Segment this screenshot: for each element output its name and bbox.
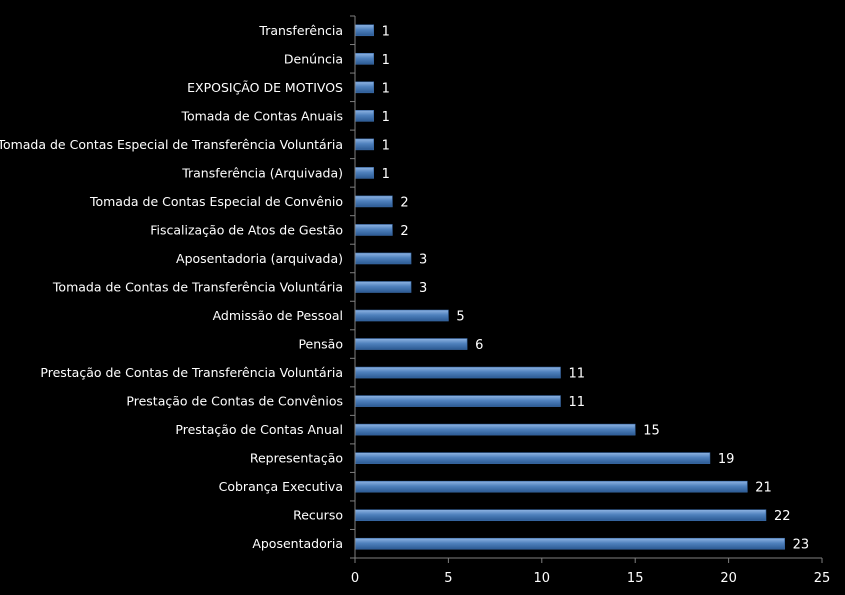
x-tick-label: 25 <box>814 571 831 586</box>
bars-layer <box>354 24 785 550</box>
x-tick-label: 15 <box>627 571 644 586</box>
bar <box>354 138 374 151</box>
bar <box>354 480 748 493</box>
value-label: 11 <box>568 367 585 382</box>
bar <box>354 110 374 122</box>
value-label: 22 <box>774 509 791 524</box>
value-label: 1 <box>382 138 390 153</box>
x-tick-label: 10 <box>534 571 551 586</box>
value-label: 2 <box>400 224 408 239</box>
category-label: Transferência (Arquivada) <box>181 165 343 180</box>
category-label: Pensão <box>298 337 343 352</box>
value-label: 1 <box>382 81 390 96</box>
bar <box>354 423 636 436</box>
category-label: Transferência <box>258 23 343 38</box>
bar <box>354 81 374 94</box>
value-label: 11 <box>568 395 585 410</box>
bar <box>354 366 561 379</box>
value-label: 1 <box>382 53 390 68</box>
x-tick-label: 5 <box>444 571 452 586</box>
category-label: Representação <box>250 451 343 466</box>
category-label: Fiscalização de Atos de Gestão <box>150 222 343 237</box>
x-axis: 0 5 10 15 20 25 <box>350 15 831 586</box>
x-tick-label: 0 <box>351 571 359 586</box>
category-label: Prestação de Contas de Transferência Vol… <box>40 365 343 380</box>
value-label: 21 <box>755 481 772 496</box>
value-label: 3 <box>419 252 427 267</box>
value-label: 1 <box>382 24 390 39</box>
value-label: 1 <box>382 110 390 125</box>
category-label: Cobrança Executiva <box>219 479 343 494</box>
value-label: 6 <box>475 338 483 353</box>
bar <box>354 252 412 265</box>
bar <box>354 338 468 350</box>
bar <box>354 309 449 322</box>
value-label: 1 <box>382 167 390 182</box>
bar <box>354 224 393 236</box>
bar <box>354 281 412 293</box>
category-label: EXPOSIÇÃO DE MOTIVOS <box>187 80 343 95</box>
category-label: Aposentadoria (arquivada) <box>176 251 343 266</box>
category-labels: Transferência Denúncia EXPOSIÇÃO DE MOTIVO… <box>0 23 343 551</box>
bar <box>354 395 561 407</box>
value-label: 15 <box>643 424 660 439</box>
category-label: Denúncia <box>284 51 343 66</box>
category-label: Prestação de Contas Anual <box>175 422 343 437</box>
bar <box>354 24 374 37</box>
x-tick-label: 20 <box>720 571 737 586</box>
value-label: 3 <box>419 281 427 296</box>
value-label: 2 <box>400 195 408 210</box>
category-label: Prestação de Contas de Convênios <box>126 394 343 409</box>
category-label: Tomada de Contas Anuais <box>180 108 343 123</box>
category-label: Recurso <box>293 508 343 523</box>
value-label: 23 <box>793 538 810 553</box>
bar <box>354 537 785 550</box>
category-label: Aposentadoria <box>252 536 343 551</box>
bar <box>354 167 374 179</box>
bar <box>354 52 374 65</box>
value-label: 5 <box>456 310 464 325</box>
bar <box>354 509 767 522</box>
bar <box>354 195 393 208</box>
value-label: 19 <box>718 452 735 467</box>
bar <box>354 452 711 464</box>
category-label: Tomada de Contas Especial de Transferênc… <box>0 137 343 152</box>
category-label: Admissão de Pessoal <box>213 308 343 323</box>
category-label: Tomada de Contas Especial de Convênio <box>89 194 343 209</box>
category-label: Tomada de Contas de Transferência Volunt… <box>52 280 343 295</box>
